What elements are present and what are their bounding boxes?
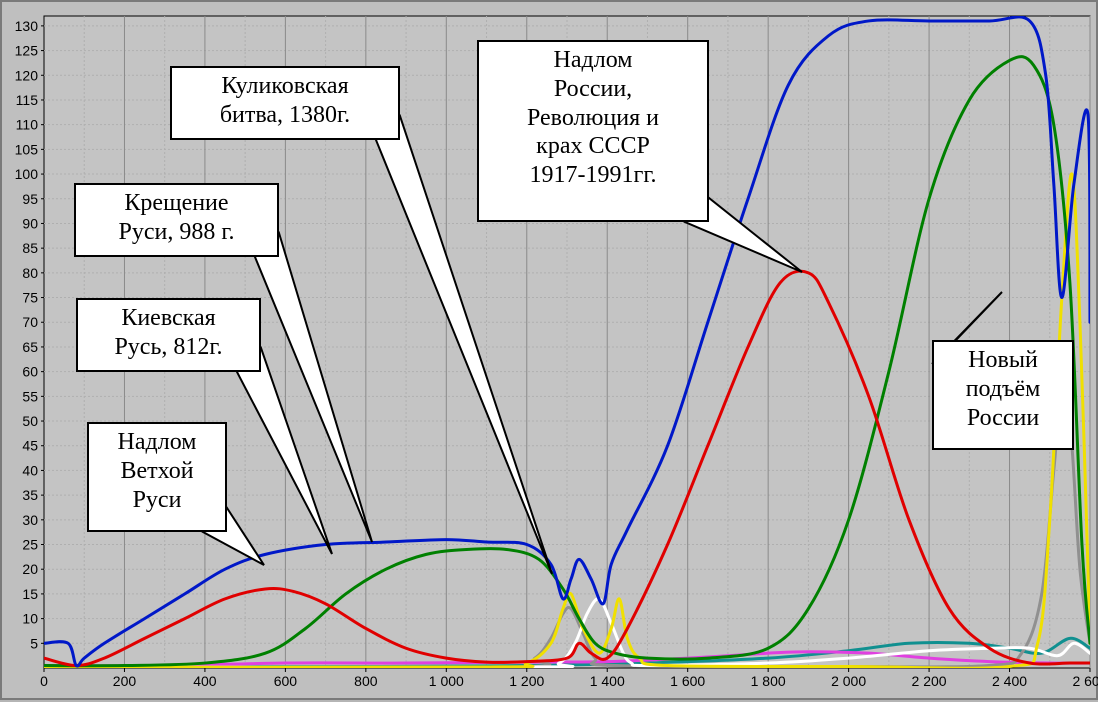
callout-line: Крещение	[86, 189, 267, 218]
svg-text:800: 800	[354, 673, 378, 689]
callout-line: России,	[489, 75, 697, 104]
callout-line: Ветхой	[99, 457, 215, 486]
callout-line: Новый	[944, 346, 1062, 375]
svg-text:600: 600	[274, 673, 298, 689]
callout-line: Киевская	[88, 304, 249, 333]
callout-nadlom-rossii: НадломРоссии,Революция икрах СССР1917-19…	[477, 40, 709, 222]
svg-text:95: 95	[22, 191, 38, 207]
svg-text:115: 115	[16, 92, 39, 108]
svg-text:75: 75	[22, 290, 38, 306]
svg-text:125: 125	[15, 43, 39, 59]
callout-line: подъём	[944, 375, 1062, 404]
svg-text:400: 400	[193, 673, 217, 689]
svg-text:15: 15	[22, 586, 38, 602]
svg-text:35: 35	[22, 487, 38, 503]
chart-frame: 5 10 15 20 25 30 35 40 45 50 55 60 65 70 75 80 85 90 95 100…	[0, 0, 1098, 700]
svg-text:85: 85	[22, 240, 38, 256]
callout-nadlom-vetkhoi-rusi: НадломВетхойРуси	[87, 422, 227, 532]
svg-text:50: 50	[22, 413, 38, 429]
callout-line: России	[944, 404, 1062, 433]
svg-text:1 200: 1 200	[509, 673, 544, 689]
svg-text:200: 200	[113, 673, 137, 689]
svg-text:55: 55	[22, 388, 38, 404]
svg-text:10: 10	[22, 611, 38, 627]
callout-line: Надлом	[489, 46, 697, 75]
svg-text:130: 130	[15, 18, 39, 34]
svg-text:25: 25	[22, 537, 38, 553]
svg-text:40: 40	[22, 462, 38, 478]
callout-line: Русь, 812г.	[88, 333, 249, 362]
svg-text:2 600: 2 600	[1072, 673, 1098, 689]
svg-text:60: 60	[22, 364, 38, 380]
svg-text:1 600: 1 600	[670, 673, 705, 689]
callout-kievskaya-rus: КиевскаяРусь, 812г.	[76, 298, 261, 372]
svg-text:2 400: 2 400	[992, 673, 1027, 689]
svg-text:45: 45	[22, 438, 38, 454]
callout-line: Куликовская	[182, 72, 388, 101]
svg-text:5: 5	[30, 635, 38, 651]
svg-text:65: 65	[22, 339, 38, 355]
callout-novyi-podyom: НовыйподъёмРоссии	[932, 340, 1074, 450]
svg-text:100: 100	[15, 166, 39, 182]
svg-text:120: 120	[15, 67, 39, 83]
callout-line: 1917-1991гг.	[489, 161, 697, 190]
callout-line: Надлом	[99, 428, 215, 457]
svg-text:70: 70	[22, 314, 38, 330]
callout-line: крах СССР	[489, 132, 697, 161]
callout-line: Революция и	[489, 104, 697, 133]
svg-text:1 800: 1 800	[751, 673, 786, 689]
svg-text:1 400: 1 400	[590, 673, 625, 689]
svg-text:2 200: 2 200	[912, 673, 947, 689]
svg-text:1 000: 1 000	[429, 673, 464, 689]
callout-kulikovskaya-bitva: Куликовскаябитва, 1380г.	[170, 66, 400, 140]
svg-text:90: 90	[22, 215, 38, 231]
svg-text:0: 0	[40, 673, 48, 689]
callout-line: битва, 1380г.	[182, 101, 388, 130]
callout-line: Руси, 988 г.	[86, 218, 267, 247]
callout-line: Руси	[99, 486, 215, 515]
callout-kreshenie-rusi: КрещениеРуси, 988 г.	[74, 183, 279, 257]
svg-text:105: 105	[15, 141, 39, 157]
svg-text:110: 110	[16, 117, 39, 133]
svg-text:20: 20	[22, 561, 38, 577]
svg-text:80: 80	[22, 265, 38, 281]
svg-text:30: 30	[22, 512, 38, 528]
svg-text:2 000: 2 000	[831, 673, 866, 689]
